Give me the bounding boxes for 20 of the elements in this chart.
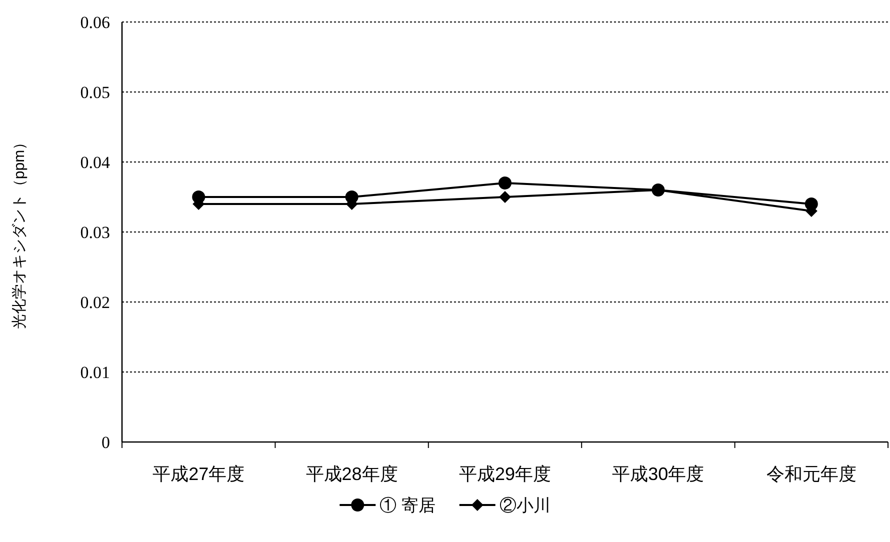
- point: [804, 198, 818, 210]
- point: [192, 190, 206, 204]
- point: [345, 190, 358, 204]
- y-tick-label: 0.03: [80, 223, 110, 242]
- x-tick-label: 平成30年度: [612, 464, 704, 484]
- y-tick-label: 0.06: [80, 13, 110, 32]
- point: [498, 176, 512, 190]
- x-tick-label: 平成27年度: [152, 464, 245, 484]
- y-tick-label: 0.05: [80, 83, 110, 102]
- legend-label: ① 寄居: [380, 496, 436, 515]
- y-tick-label: 0.04: [80, 153, 110, 172]
- x-tick-label: 平成29年度: [458, 464, 552, 484]
- point: [499, 191, 511, 203]
- legend-label: ②小川: [499, 496, 550, 515]
- y-tick-label: 0.01: [80, 363, 110, 382]
- y-axis-title: 光化学オキシダント（ppm）: [11, 134, 28, 330]
- y-tick-label: 0: [102, 433, 110, 452]
- y-tick-label: 0.02: [80, 293, 110, 312]
- x-tick-label: 令和元年度: [766, 464, 856, 484]
- x-tick-label: 平成28年度: [306, 464, 398, 484]
